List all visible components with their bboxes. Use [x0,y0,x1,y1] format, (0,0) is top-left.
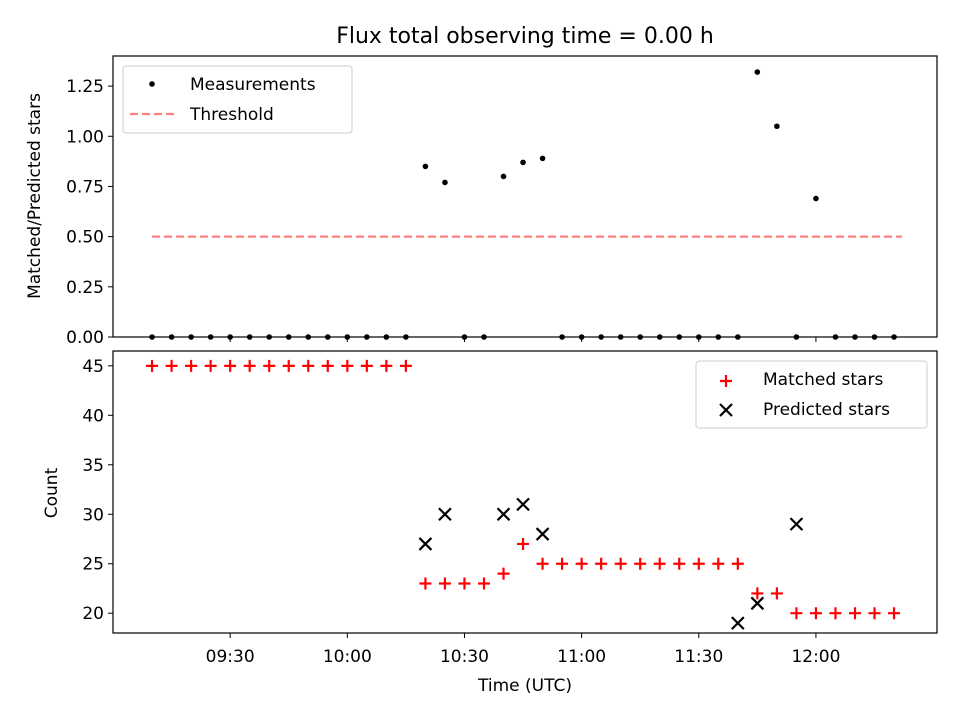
matched-stars-legend-marker [720,375,732,387]
top-legend: Measurements Threshold [122,65,353,134]
matched-star-point [477,577,490,590]
bottom-y-tick-label: 25 [82,555,104,575]
matched-star-point [712,557,725,570]
matched-star-point [341,359,354,372]
measurement-point [422,163,429,170]
top-plot-frame [112,55,938,338]
bottom-y-axis-label: Count [42,467,62,518]
matched-star-point [536,557,549,570]
bottom-x-tick-label: 11:30 [674,647,723,667]
predicted-star-point [516,497,530,512]
top-y-tick-label: 1.25 [66,77,104,97]
bottom-legend-box [695,360,928,429]
predicted-star-point [731,616,745,630]
bottom-y-tick-label: 30 [82,505,104,525]
matched-star-point [204,359,217,372]
predicted-star-point [535,527,550,541]
bottom-legend: Matched stars Predicted stars [695,360,928,429]
bottom-y-tick-label: 40 [82,406,104,426]
matched-star-point [673,557,686,570]
matched-star-point [653,557,666,570]
matched-star-point [809,607,822,620]
matched-star-point [263,359,276,372]
bottom-legend-label-predicted: Predicted stars [763,400,890,420]
matched-star-point [165,359,178,372]
measurement-point [520,159,526,166]
matched-star-point [458,577,471,590]
predicted-star-point [418,537,433,551]
bottom-plot-frame [112,350,938,634]
predicted-star-point [496,507,511,522]
bottom-x-tick-label: 10:30 [440,647,489,667]
matched-star-point [556,557,569,570]
top-y-tick-label: 0.25 [66,278,104,298]
matched-star-point [302,359,315,372]
matched-star-point [634,557,647,570]
measurement-point [754,69,761,75]
matched-star-point [419,577,432,590]
top-y-axis-label: Matched/Predicted stars [25,93,45,299]
matched-star-point [321,359,334,372]
matched-star-point [790,607,803,620]
matched-star-point [497,567,510,580]
bottom-x-tick-label: 09:30 [206,647,255,667]
matched-star-point [595,557,608,570]
measurements-legend-marker [149,81,155,87]
bottom-x-tick-label: 10:00 [323,647,372,667]
top-legend-label-measurements: Measurements [190,75,316,95]
matched-star-point [770,587,783,600]
matched-star-point [692,557,705,570]
matched-star-point [243,359,256,372]
matched-star-point [438,577,451,590]
predicted-stars-legend-marker [719,403,733,417]
matched-star-point [517,537,530,550]
predicted-star-point [438,507,452,522]
predicted-star-point [750,596,765,611]
bottom-x-tick-label: 12:00 [791,647,840,667]
matched-star-point [399,359,412,372]
matched-star-point [751,587,764,600]
matched-star-point [888,607,901,620]
bottom-y-tick-label: 35 [82,456,104,476]
bottom-x-axis-label: Time (UTC) [477,676,572,696]
matched-star-point [224,359,237,372]
measurement-point [442,179,448,186]
bottom-y-tick-label: 45 [82,357,104,377]
top-legend-label-threshold: Threshold [189,105,274,125]
measurement-point [539,155,546,162]
bottom-x-tick-label: 11:00 [557,647,606,667]
matched-star-point [614,557,627,570]
matched-star-point [185,359,198,372]
matched-star-point [380,359,393,372]
bottom-plot-area: 20 25 30 35 40 45 09:30 10:00 10:30 11:00 11:30 12:… [82,357,901,667]
top-legend-box [122,65,353,134]
measurement-point [813,195,819,202]
matched-star-point [868,607,881,620]
top-y-tick-label: 0.00 [66,328,104,348]
bottom-y-tick-label: 20 [82,604,104,624]
measurement-point [500,173,507,180]
predicted-star-point [789,517,804,531]
top-y-tick-label: 0.75 [66,177,104,197]
matched-star-point [731,557,744,570]
top-chart-title: Flux total observing time = 0.00 h [336,24,714,49]
matched-star-point [360,359,373,372]
top-y-tick-label: 1.00 [66,127,104,147]
matched-star-point [829,607,842,620]
bottom-legend-label-matched: Matched stars [763,370,883,390]
matched-star-point [146,359,159,372]
matched-star-point [282,359,295,372]
matched-star-point [575,557,588,570]
top-y-tick-label: 0.50 [66,228,104,248]
measurement-point [774,123,780,130]
matched-star-point [848,607,861,620]
